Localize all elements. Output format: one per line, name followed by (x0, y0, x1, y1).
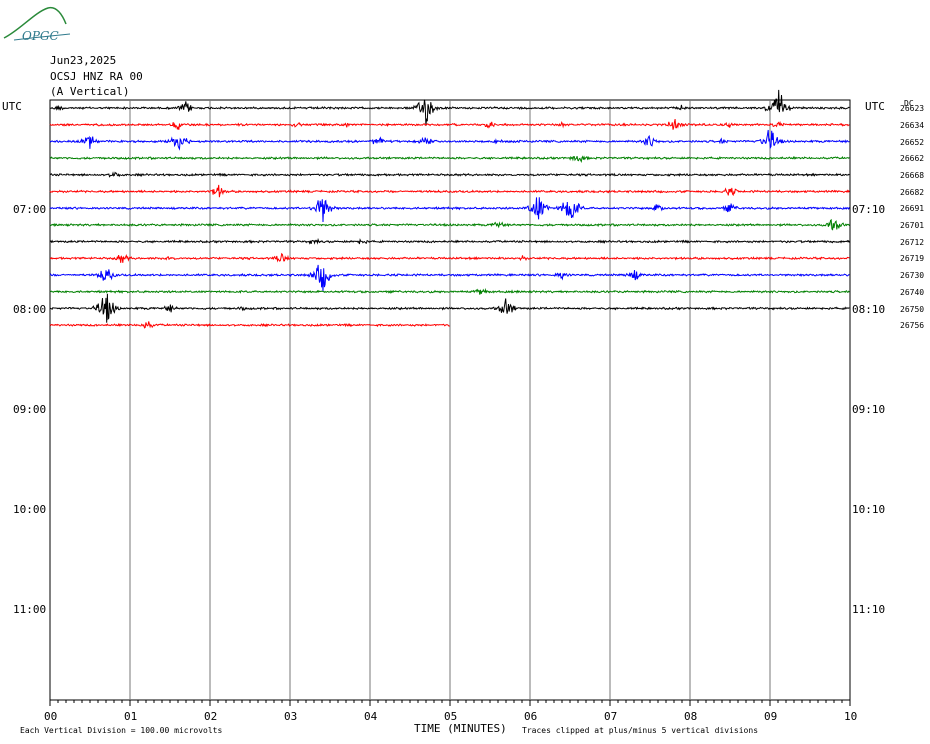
x-tick-label: 04 (364, 710, 378, 723)
trace-dc-value: 26730 (900, 271, 925, 280)
x-tick-label: 10 (844, 710, 858, 723)
left-hour-label: 07:00 (13, 203, 47, 216)
left-hour-label: 08:00 (13, 303, 47, 316)
right-hour-label: 07:10 (852, 203, 886, 216)
right-hour-label: 10:10 (852, 503, 886, 516)
trace-dc-value: 26701 (900, 221, 925, 230)
right-hour-label: 11:10 (852, 603, 886, 616)
trace-dc-value: 26740 (900, 288, 925, 297)
trace-dc-value: 26652 (900, 138, 925, 147)
left-hour-label: 10:00 (13, 503, 47, 516)
left-hour-label: 11:00 (13, 603, 47, 616)
dc-label: DC (904, 99, 914, 108)
seismic-trace-line (49, 118, 850, 130)
x-tick-label: 01 (124, 710, 138, 723)
x-tick-label: 09 (764, 710, 778, 723)
utc-left-label: UTC (2, 100, 22, 113)
trace-dc-value: 26756 (900, 321, 925, 330)
trace-dc-value: 26712 (900, 238, 925, 247)
x-axis-title: TIME (MINUTES) (414, 722, 507, 735)
seismic-trace-line (49, 321, 450, 329)
footer-vertical-division: Each Vertical Division = 100.00 microvol… (20, 726, 223, 735)
header-date: Jun23,2025 (50, 54, 117, 67)
seismic-trace-line (49, 264, 850, 292)
trace-dc-value: 26623 (900, 104, 925, 113)
logo-underline (13, 33, 71, 41)
seismic-trace-line (49, 129, 850, 151)
header-component: (A Vertical) (50, 85, 130, 98)
footer-clip-note: Traces clipped at plus/minus 5 vertical … (522, 726, 759, 735)
seismic-trace-line (49, 287, 850, 295)
x-tick-label: 08 (684, 710, 698, 723)
header-station: OCSJ HNZ RA 00 (50, 70, 143, 83)
right-hour-label: 09:10 (852, 403, 886, 416)
left-hour-label: 09:00 (13, 403, 47, 416)
trace-dc-value: 26668 (900, 171, 925, 180)
seismic-traces (49, 89, 850, 329)
x-tick-label: 05 (444, 710, 458, 723)
seismic-trace-line (49, 89, 850, 126)
seismic-trace-line (49, 218, 850, 231)
x-tick-label: 03 (284, 710, 298, 723)
logo-label: OPGC (22, 29, 59, 43)
seismic-trace-line (49, 171, 850, 178)
trace-dc-value: 26634 (900, 121, 925, 130)
trace-dc-value: 26750 (900, 305, 925, 314)
seismic-trace-line (49, 197, 850, 223)
x-axis-ticks (49, 700, 851, 706)
x-tick-label: 07 (604, 710, 618, 723)
logo-swoosh (3, 6, 67, 39)
seismic-trace-line (49, 184, 850, 198)
trace-dc-value: 26682 (900, 188, 925, 197)
x-tick-label: 02 (204, 710, 218, 723)
seismic-trace-line (49, 293, 850, 323)
utc-right-label: UTC (865, 100, 885, 113)
seismic-trace-line (49, 237, 850, 245)
logo-text: OPGC (22, 29, 59, 43)
x-tick-label: 00 (44, 710, 58, 723)
right-hour-label: 08:10 (852, 303, 886, 316)
x-tick-label: 06 (524, 710, 538, 723)
trace-dc-value: 26691 (900, 204, 925, 213)
trace-dc-value: 26719 (900, 254, 925, 263)
trace-dc-value: 26662 (900, 154, 925, 163)
seismic-trace-line (50, 252, 850, 263)
opgc-logo (3, 6, 71, 41)
seismic-trace-line (49, 155, 850, 163)
